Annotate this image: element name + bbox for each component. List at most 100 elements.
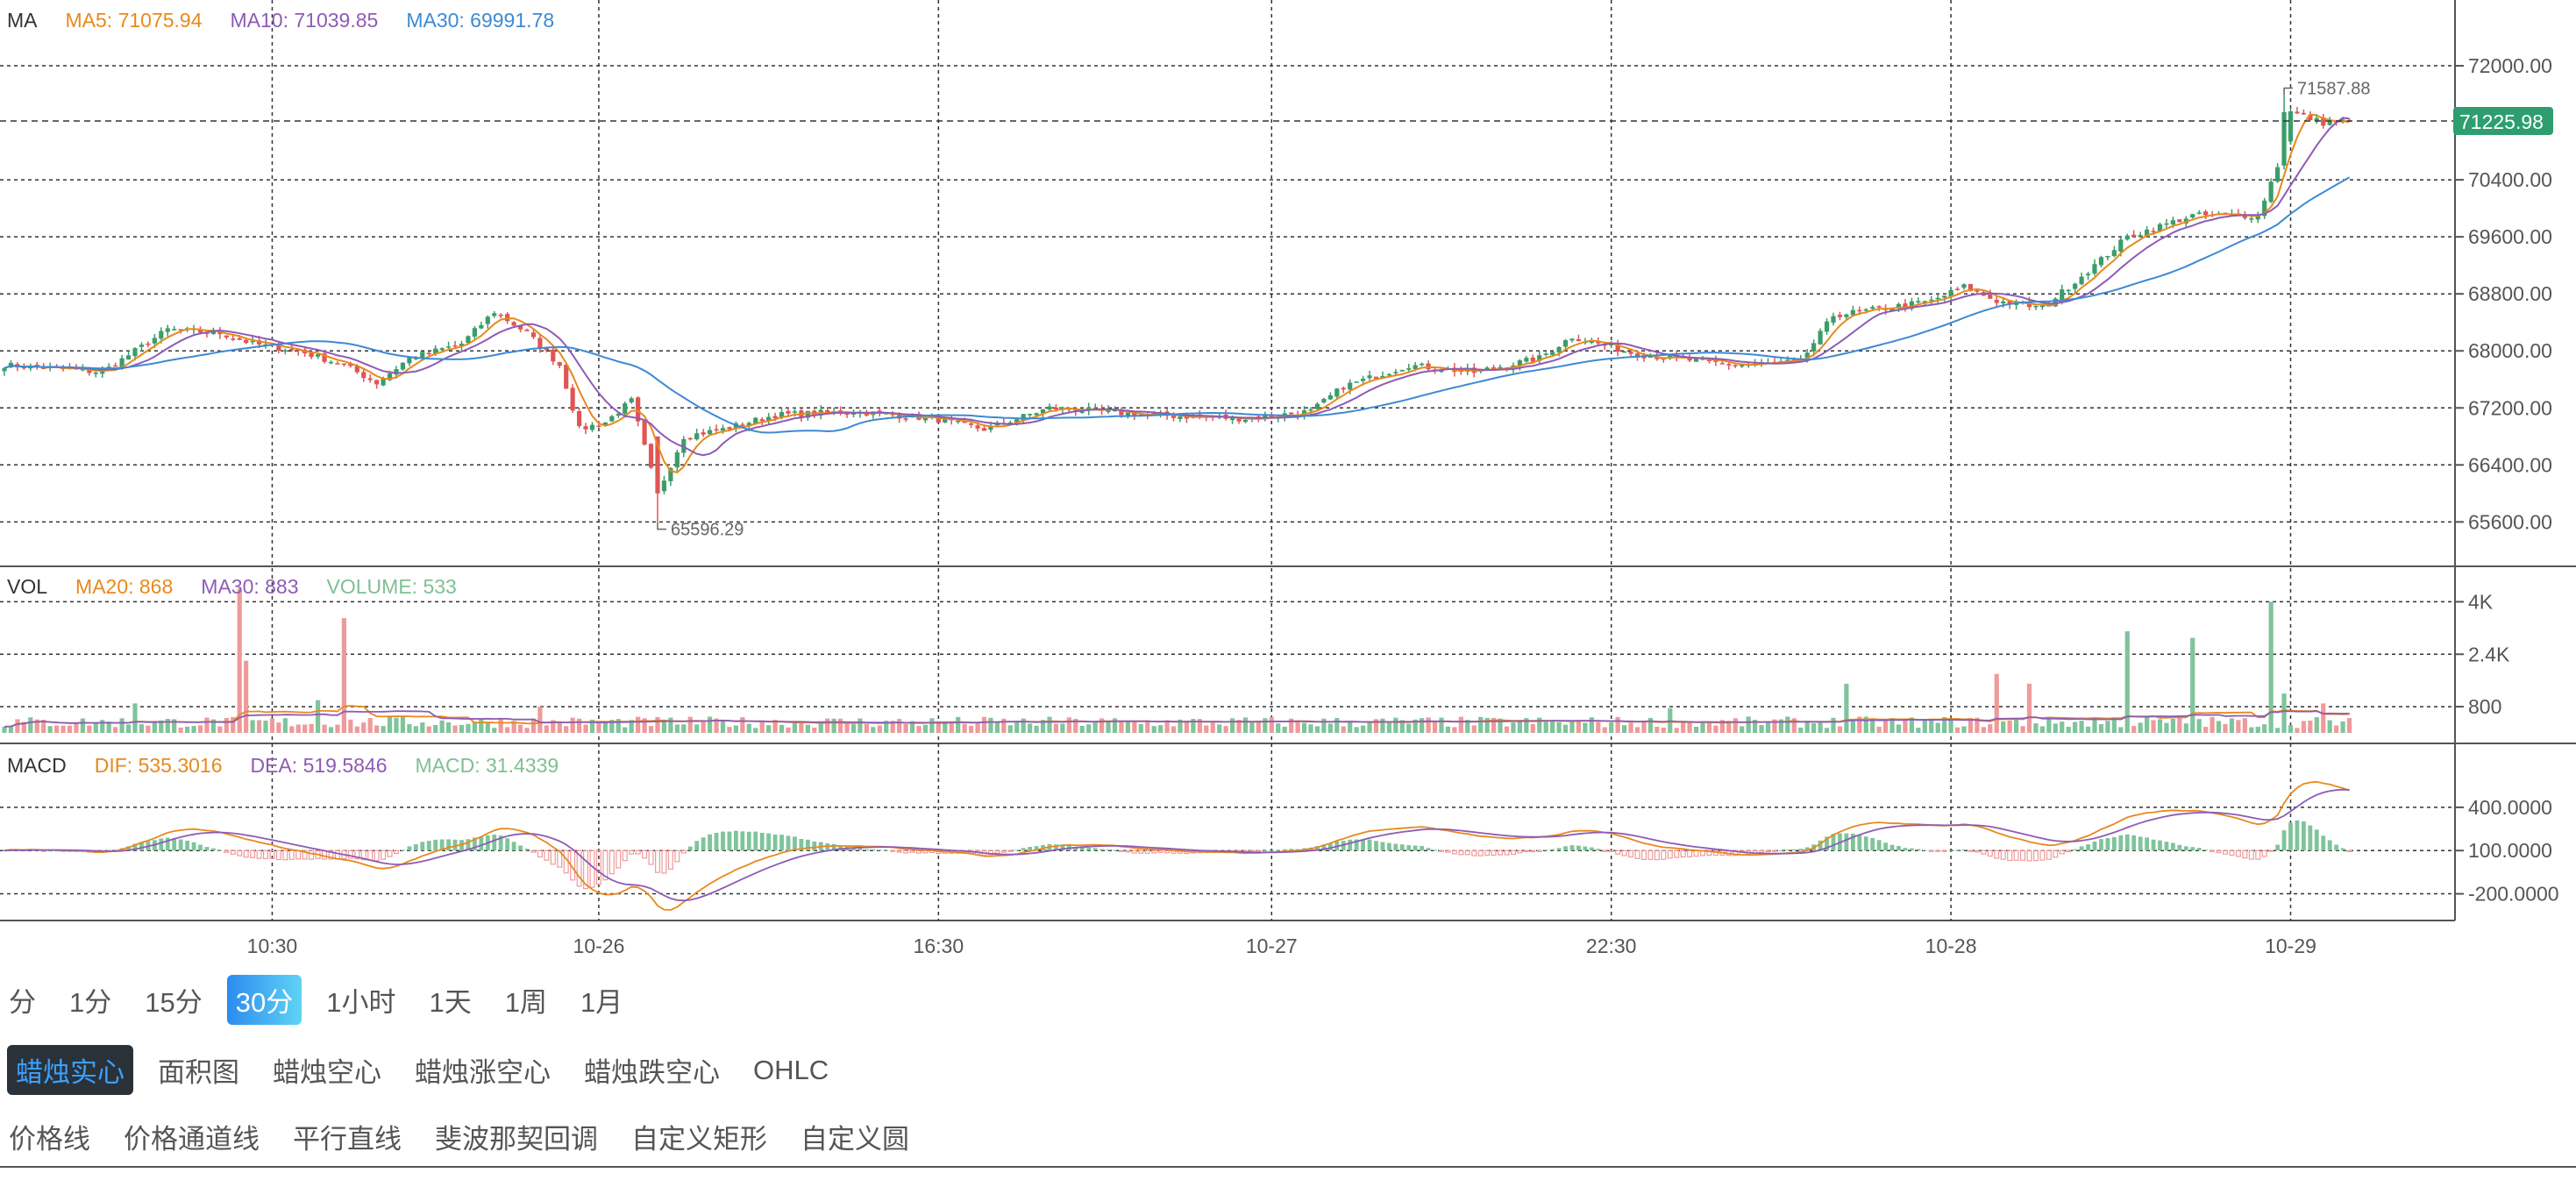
volume-bar — [367, 718, 373, 733]
macd-histogram-bar — [2013, 849, 2019, 861]
tool-fibonacci[interactable]: 斐波那契回调 — [435, 1124, 598, 1155]
macd-histogram-bar — [518, 845, 523, 851]
candle-body — [517, 324, 523, 330]
interval-1week[interactable]: 1周 — [504, 987, 547, 1018]
candle-body — [2249, 218, 2254, 220]
volume-bar — [511, 721, 516, 733]
candle-body — [2157, 224, 2163, 231]
candle-body — [1491, 366, 1497, 369]
volume-bar — [616, 719, 621, 733]
macd-histogram-bar — [1583, 846, 1588, 851]
macd-histogram-bar — [282, 849, 288, 861]
candle-body — [433, 348, 438, 355]
volume-bar — [2288, 725, 2294, 733]
volume-bar — [1935, 722, 1940, 733]
interval-1month[interactable]: 1月 — [580, 987, 623, 1018]
volume-bar — [589, 719, 595, 733]
volume-bar — [570, 717, 575, 733]
macd-histogram-bar — [2327, 840, 2332, 851]
macd-histogram-bar — [734, 830, 738, 851]
volume-bar — [2236, 720, 2241, 733]
volume-bar — [1327, 723, 1333, 733]
macd-histogram-bar — [1876, 840, 1882, 851]
kline-chart[interactable]: 10:30 10-26 16:30 10-27 22:30 10-28 10-29 72000… — [0, 0, 2576, 956]
volume-bar — [1576, 720, 1582, 733]
volume-bar — [1831, 717, 1836, 733]
interval-15min[interactable]: 15分 — [145, 987, 203, 1018]
volume-bar — [864, 723, 869, 733]
candle-body — [530, 332, 537, 338]
candle-body — [1406, 368, 1412, 370]
volume-bar — [1289, 718, 1294, 733]
volume-bar — [1034, 725, 1039, 733]
macd-histogram-bar — [812, 841, 817, 851]
volume-bar — [922, 724, 929, 733]
macd-histogram-bar — [1602, 849, 1608, 852]
candle-body — [2053, 298, 2058, 307]
interval-30min[interactable]: 30分 — [226, 975, 302, 1025]
volume-bar — [1622, 725, 1627, 733]
interval-time[interactable]: 分 — [9, 987, 36, 1018]
type-candle-up-hollow[interactable]: 蜡烛涨空心 — [415, 1057, 551, 1088]
candle-body — [1386, 373, 1391, 376]
macd-histogram-bar — [1164, 849, 1171, 854]
volume-bar — [1537, 717, 1542, 733]
vol-ma30-legend: MA30: 883 — [201, 575, 299, 598]
volume-bar — [805, 724, 810, 733]
tool-custom-rect[interactable]: 自定义矩形 — [631, 1124, 767, 1155]
volume-bar — [100, 720, 105, 733]
interval-1hour[interactable]: 1小时 — [326, 987, 396, 1018]
macd-histogram-bar — [1276, 849, 1281, 851]
macd-histogram-bar — [2229, 849, 2235, 857]
candle-body — [224, 335, 229, 338]
volume-bar — [1562, 724, 1569, 733]
volume-bar — [564, 726, 569, 733]
macd-histogram-bar — [2281, 830, 2287, 851]
macd-histogram-bar — [224, 849, 230, 853]
volume-bar — [2164, 722, 2169, 733]
volume-bar — [1981, 727, 1986, 733]
candle-body — [714, 429, 719, 431]
volume-bar — [93, 723, 98, 733]
tool-parallel-line[interactable]: 平行直线 — [293, 1124, 402, 1155]
candle-body — [217, 331, 223, 335]
macd-histogram-bar — [1667, 849, 1673, 859]
tool-custom-circle[interactable]: 自定义圆 — [801, 1124, 909, 1155]
volume-bar — [1589, 717, 1594, 733]
candle-body — [1112, 409, 1118, 412]
volume-bar — [1001, 718, 1007, 733]
candle-body — [2203, 211, 2209, 216]
type-candle-solid[interactable]: 蜡烛实心 — [7, 1045, 133, 1095]
volume-bar — [1348, 721, 1353, 733]
macd-histogram-bar — [661, 849, 667, 874]
candle-body — [1040, 409, 1046, 414]
volume-bar — [2151, 720, 2156, 733]
type-candle-down-hollow[interactable]: 蜡烛跌空心 — [584, 1057, 720, 1088]
interval-1min[interactable]: 1分 — [69, 987, 112, 1018]
volume-bar — [2281, 693, 2287, 733]
candle-body — [2281, 111, 2287, 166]
volume-bar — [2, 726, 7, 733]
type-candle-hollow[interactable]: 蜡烛空心 — [273, 1057, 381, 1088]
tool-price-channel[interactable]: 价格通道线 — [124, 1124, 260, 1155]
macd-histogram-bar — [387, 849, 393, 857]
tool-price-line[interactable]: 价格线 — [9, 1124, 90, 1155]
macd-histogram-bar — [1060, 844, 1065, 851]
type-ohlc[interactable]: OHLC — [753, 1054, 829, 1085]
macd-histogram-bar — [714, 832, 719, 851]
candle-body — [1609, 344, 1614, 346]
type-area[interactable]: 面积图 — [158, 1057, 239, 1088]
macd-histogram-bar — [54, 850, 59, 852]
volume-bar — [1341, 726, 1346, 733]
volume-bar — [374, 725, 380, 733]
volume-bar — [1119, 720, 1124, 733]
macd-histogram-bar — [544, 849, 550, 861]
candle-body — [407, 357, 412, 364]
volume-bar — [54, 725, 60, 733]
volume-bar — [2118, 727, 2124, 733]
volume-bar — [1393, 717, 1398, 733]
candle-body — [890, 413, 895, 416]
macd-histogram-bar — [1640, 849, 1647, 861]
macd-histogram-bar — [1680, 849, 1686, 857]
interval-1day[interactable]: 1天 — [429, 987, 472, 1018]
